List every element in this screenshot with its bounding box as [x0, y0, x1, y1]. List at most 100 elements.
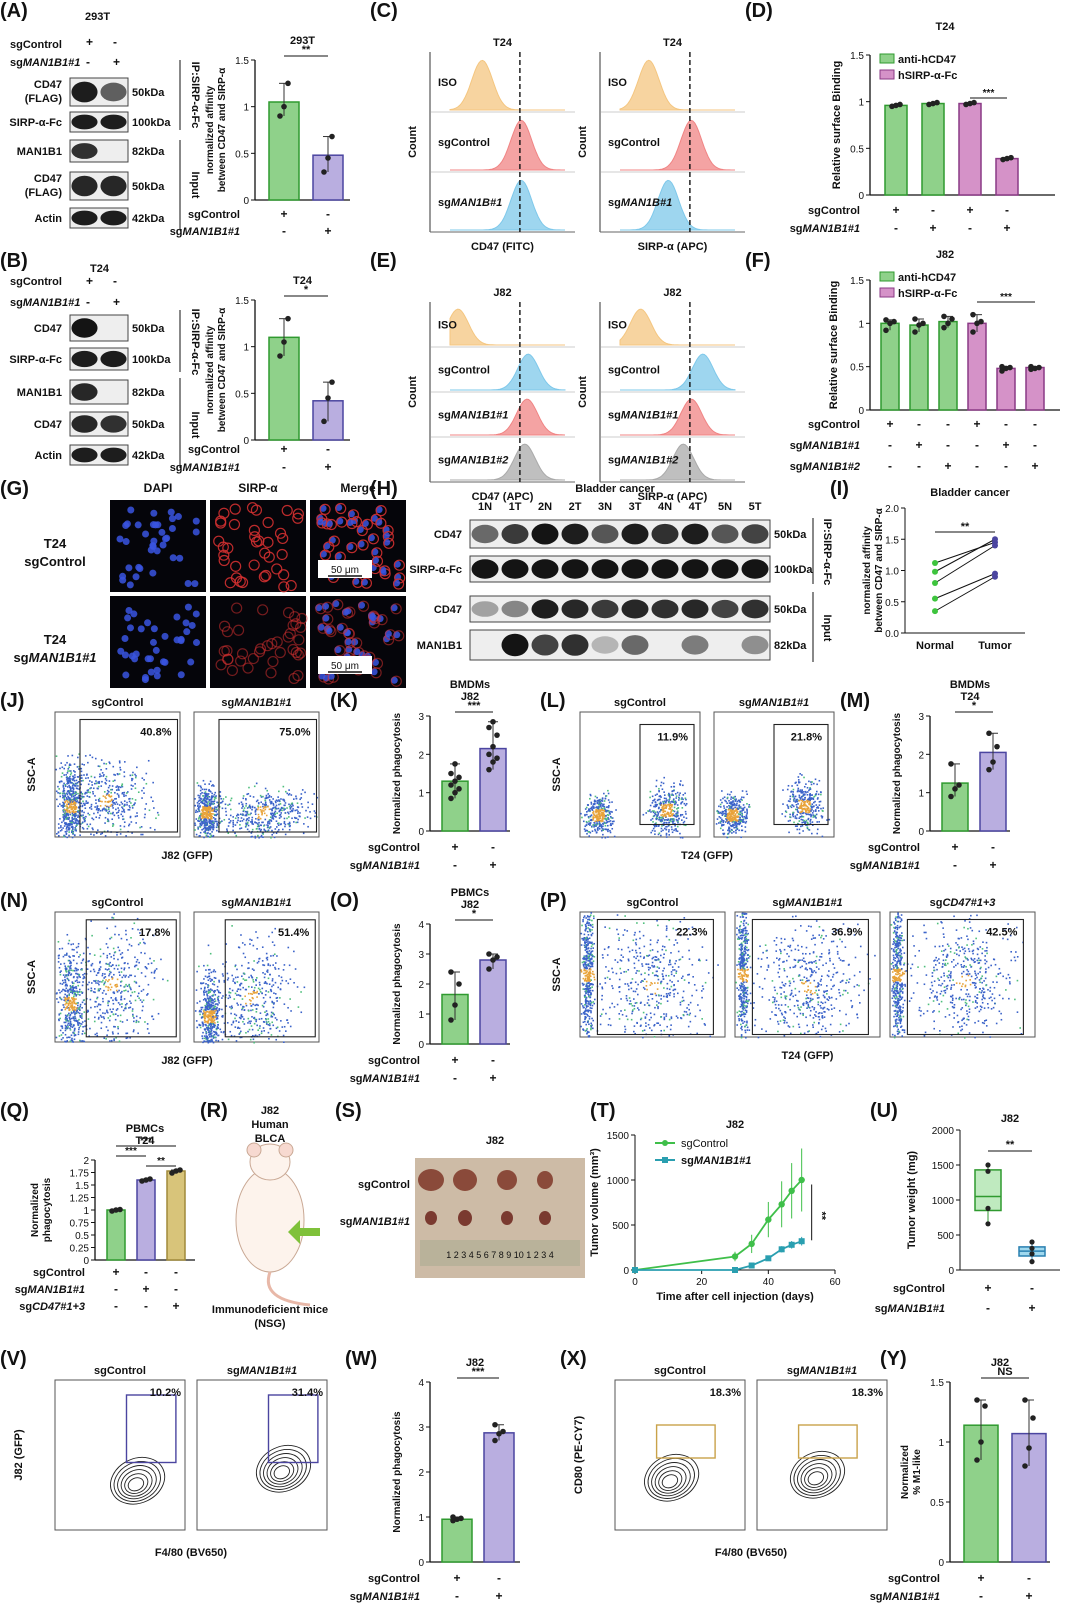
flow-event [67, 973, 70, 976]
blot-band [681, 599, 709, 619]
flow-event [113, 1038, 115, 1040]
blot-band [681, 523, 709, 545]
flow-event [658, 818, 660, 821]
flow-event [239, 1017, 242, 1020]
flow-event [81, 1040, 84, 1042]
data-point [448, 770, 454, 777]
flow-event [149, 929, 151, 931]
data-point [281, 103, 287, 110]
flow-event [238, 1021, 240, 1024]
y-axis-label: Normalized phagocytosis [892, 712, 903, 834]
flow-event [677, 819, 679, 822]
flow-event [202, 779, 205, 782]
flow-event [274, 813, 276, 816]
flow-event [137, 1032, 139, 1035]
flow-event [741, 815, 743, 817]
flow-event [66, 803, 69, 806]
flow-event [595, 806, 597, 809]
flow-event [72, 986, 75, 989]
flow-event [136, 958, 139, 961]
flow-event [602, 816, 604, 819]
flow-event [679, 780, 682, 782]
flow-event [63, 767, 66, 770]
flow-event [82, 974, 84, 976]
flow-event [203, 807, 205, 809]
flow-event [810, 781, 812, 783]
flow-event [67, 978, 69, 981]
condition-mark: - [917, 459, 921, 473]
condition-label: sgMAN1B1#2 [790, 461, 860, 473]
flow-event [197, 826, 199, 829]
flow-event [66, 1018, 68, 1020]
flow-event [734, 816, 737, 818]
flow-event [277, 807, 280, 810]
flow-event [731, 809, 734, 812]
flow-event [73, 948, 75, 951]
flow-event [107, 819, 110, 822]
flow-event [132, 785, 134, 787]
data-point [490, 743, 496, 750]
flow-event [57, 785, 59, 788]
flow-event [201, 828, 203, 831]
condition-mark: - [991, 840, 995, 854]
y-axis-label: SSC-A [551, 757, 563, 791]
y-axis-label: Relative surface Binding [831, 61, 843, 189]
flow-event [662, 782, 665, 785]
flow-event [270, 802, 272, 805]
flow-event [662, 817, 665, 820]
flow-event [661, 808, 663, 811]
flow-event [62, 820, 65, 822]
flow-event [675, 797, 678, 799]
blot-label: MAN1B1 [17, 387, 62, 399]
flow-event [104, 796, 106, 798]
flow-event [80, 767, 83, 770]
flow-event [69, 780, 71, 783]
data-point [277, 113, 283, 119]
flow-event [295, 797, 298, 800]
flow-event [656, 817, 659, 820]
flow-event [808, 789, 810, 792]
flow-event [313, 793, 315, 795]
flow-event [76, 990, 78, 993]
flow-event [660, 830, 663, 833]
flow-event [593, 824, 596, 827]
membrane-stain [292, 512, 304, 524]
flow-event [58, 1013, 61, 1016]
flow-event [257, 824, 260, 826]
flow-event [599, 817, 602, 819]
flow-event [129, 815, 132, 818]
flow-event [600, 805, 602, 807]
gate-percent: 17.8% [139, 927, 170, 939]
flow-event [109, 937, 111, 940]
flow-event [669, 815, 672, 818]
flow-event [67, 755, 69, 757]
flow-event [107, 811, 109, 814]
column-label: DAPI [144, 481, 173, 495]
flow-event [76, 1009, 78, 1011]
flow-event [205, 815, 208, 817]
flow-event [800, 810, 803, 813]
flow-event [119, 953, 122, 956]
flow-event [61, 792, 64, 795]
flow-event [67, 824, 69, 826]
flow-event [71, 992, 74, 995]
flow-event [133, 803, 136, 806]
flow-event [72, 790, 75, 792]
flow-event [746, 812, 748, 815]
flow-event [81, 792, 83, 795]
flow-event [75, 968, 78, 970]
flow-event [210, 809, 213, 812]
flow-event [135, 961, 138, 963]
flow-event [115, 964, 118, 967]
flow-event [821, 835, 824, 838]
flow-event [290, 1010, 292, 1012]
flow-event [86, 823, 89, 826]
flow-event [739, 801, 742, 803]
flow-event [111, 800, 114, 803]
flow-event [599, 802, 602, 804]
membrane-stain [361, 518, 373, 530]
flow-event [68, 766, 70, 769]
flow-event [96, 1034, 99, 1037]
flow-event [66, 761, 68, 764]
flow-event [131, 807, 134, 809]
